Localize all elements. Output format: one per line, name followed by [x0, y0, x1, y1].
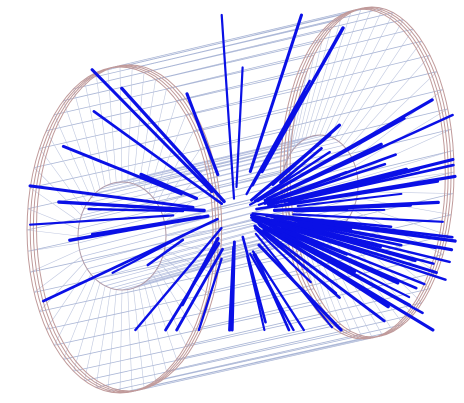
- event-display: [0, 0, 464, 403]
- page: (() => { JSON.parse(document.getElementB…: [0, 0, 464, 403]
